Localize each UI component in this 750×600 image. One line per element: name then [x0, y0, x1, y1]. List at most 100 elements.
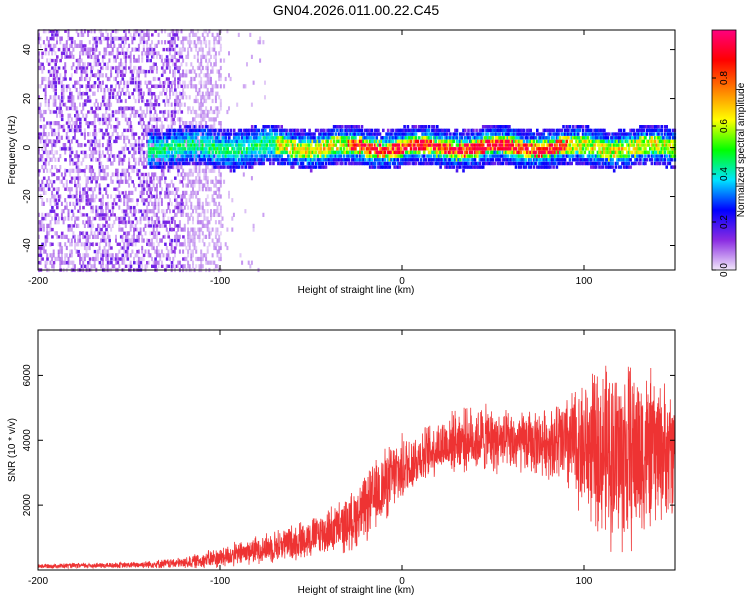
- spectrogram-cell: [162, 110, 166, 114]
- spectrogram-cell: [106, 150, 109, 155]
- spectrogram-cell: [128, 183, 131, 188]
- spectrogram-cell: [485, 147, 488, 151]
- spectrogram-cell: [341, 128, 344, 133]
- spectrogram-cell: [54, 92, 57, 96]
- spectrogram-cell: [141, 146, 144, 151]
- spectrogram-cell: [119, 172, 123, 177]
- spectrogram-cell: [44, 98, 47, 104]
- spectrogram-cell: [275, 147, 279, 151]
- spectrogram-cell: [249, 139, 252, 144]
- spectrogram-cell: [164, 234, 167, 239]
- spectrogram-cell: [226, 139, 229, 144]
- spectrogram-cell: [270, 139, 274, 144]
- spectrogram-cell: [42, 249, 45, 254]
- spectrogram-cell: [134, 65, 137, 71]
- spectrogram-cell: [106, 43, 109, 48]
- spectrogram-cell: [252, 80, 255, 85]
- spectrogram-cell: [152, 201, 155, 206]
- spectrogram-cell: [364, 158, 367, 162]
- spectrogram-cell: [354, 161, 357, 166]
- spectrogram-cell: [205, 161, 208, 166]
- spectrogram-cell: [131, 92, 134, 96]
- spectrogram-cell: [198, 183, 201, 188]
- spectrogram-cell: [60, 114, 64, 118]
- spectrogram-cell: [193, 147, 197, 151]
- spectrogram-cell: [385, 154, 388, 158]
- spectrogram-cell: [74, 183, 77, 188]
- spectrogram-cell: [110, 246, 113, 250]
- spectrogram-cell: [205, 150, 208, 155]
- spectrogram-cell: [98, 261, 102, 265]
- spectrogram-cell: [190, 183, 193, 188]
- spectrogram-cell: [200, 121, 203, 126]
- spectrogram-cell: [129, 205, 133, 210]
- spectrogram-cell: [198, 65, 201, 71]
- spectrogram-cell: [57, 139, 61, 144]
- spectrogram-cell: [123, 146, 126, 151]
- spectrogram-cell: [167, 109, 170, 115]
- spectrogram-cell: [308, 139, 311, 144]
- spectrogram-cell: [147, 187, 150, 192]
- spectrogram-cell: [60, 245, 63, 251]
- spectrogram-cell: [231, 143, 234, 147]
- spectrogram-cell: [151, 158, 154, 162]
- spectrogram-cell: [277, 136, 280, 140]
- spectrogram-cell: [67, 224, 71, 228]
- spectrogram-cell: [141, 161, 144, 166]
- spectrogram-cell: [362, 147, 365, 151]
- spectrogram-cell: [144, 157, 147, 162]
- spectrogram-cell: [164, 92, 167, 96]
- spectrogram-cell: [349, 139, 352, 144]
- spectrogram-cell: [208, 51, 211, 56]
- spectrogram-cell: [319, 154, 323, 158]
- spectrogram-cell: [301, 161, 305, 166]
- spectrogram-cell: [157, 103, 161, 107]
- spectrogram-cell: [131, 168, 134, 173]
- spectrogram-cell: [454, 136, 457, 140]
- spectrogram-cell: [139, 172, 142, 177]
- spectrogram-cell: [431, 150, 434, 155]
- spectrogram-cell: [264, 143, 267, 147]
- spectrogram-cell: [218, 139, 221, 144]
- spectrogram-cell: [218, 161, 221, 166]
- spectrogram-cell: [90, 209, 93, 214]
- spectrogram-cell: [121, 253, 125, 257]
- spectrogram-cell: [177, 81, 180, 85]
- spectrogram-cell: [213, 121, 216, 126]
- spectrogram-cell: [329, 143, 333, 147]
- spectrogram-cell: [159, 165, 162, 169]
- spectrogram-cell: [383, 136, 387, 140]
- spectrogram-cell: [190, 227, 193, 232]
- spectrogram-cell: [269, 132, 272, 136]
- spectrogram-cell: [149, 176, 152, 180]
- spectrogram-cell: [101, 150, 104, 155]
- spectrogram-cell: [90, 242, 93, 246]
- spectrogram-cell: [174, 84, 176, 89]
- spectrogram-cell: [160, 58, 163, 63]
- spectrogram-cell: [38, 51, 40, 56]
- spectrogram-cell: [116, 176, 119, 181]
- spectrogram-cell: [38, 246, 41, 250]
- spectrogram-cell: [183, 91, 186, 96]
- spectrogram-cell: [110, 179, 113, 184]
- spectrogram-cell: [60, 92, 64, 96]
- spectrogram-cell: [200, 113, 203, 118]
- spectrogram-cell: [444, 147, 447, 151]
- spectrogram-cell: [172, 216, 175, 221]
- spectrogram-cell: [123, 194, 126, 199]
- spectrogram-cell: [67, 106, 70, 111]
- spectrogram-cell: [108, 242, 111, 247]
- spectrogram-cell: [214, 158, 218, 162]
- spectrogram-cell: [141, 36, 144, 41]
- spectrogram-cell: [414, 132, 418, 136]
- spectrogram-cell: [393, 158, 396, 162]
- spectrogram-cell: [193, 109, 196, 115]
- spectrogram-cell: [160, 132, 163, 137]
- spectrogram-cell: [47, 40, 50, 45]
- spectrogram-cell: [128, 55, 131, 59]
- spectrogram-cell: [157, 179, 160, 184]
- spectrogram-cell: [190, 256, 193, 262]
- spectrogram-cell: [291, 132, 295, 136]
- spectrogram-cell: [409, 158, 413, 162]
- spectrogram-cell: [265, 158, 269, 162]
